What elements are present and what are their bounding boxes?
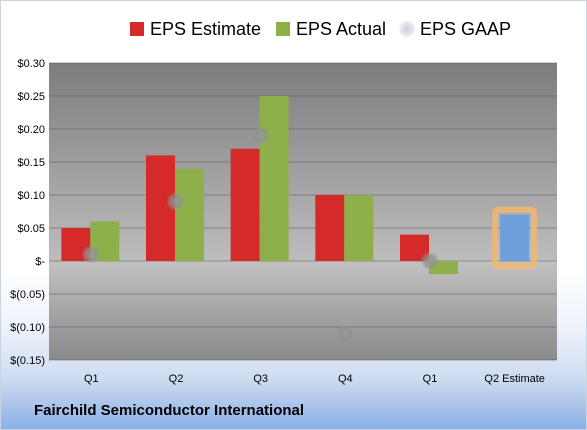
- y-tick-label: $(0.15): [10, 355, 45, 367]
- y-tick-label: $0.20: [17, 124, 45, 136]
- x-tick-label: Q3: [253, 373, 268, 385]
- bar-eps-estimate: [315, 195, 345, 261]
- legend-swatch: [276, 22, 290, 36]
- bars: [61, 96, 538, 275]
- y-tick-label: $0.15: [17, 157, 45, 169]
- x-tick-label: Q2 Estimate: [484, 373, 545, 385]
- estimate-bar-highlight: [492, 206, 538, 270]
- gaap-point: [251, 126, 270, 145]
- grid-lines: [49, 62, 557, 361]
- x-axis-labels: Q1 Q2 Q3 Q4 Q1 Q2 Estimate: [84, 373, 545, 385]
- gaap-point: [167, 192, 185, 211]
- gaap-point: [336, 324, 355, 343]
- legend: EPS Estimate EPS Actual EPS GAAP: [130, 19, 511, 39]
- bar-eps-actual: [344, 195, 374, 261]
- y-tick-label: $(0.05): [10, 289, 45, 301]
- legend-label: EPS GAAP: [420, 19, 511, 39]
- gaap-point: [82, 245, 101, 264]
- legend-label: EPS Actual: [296, 19, 386, 39]
- legend-label: EPS Estimate: [150, 19, 261, 39]
- plot-background-negative: [49, 261, 557, 360]
- y-tick-label: $0.30: [17, 58, 45, 70]
- x-tick-label: Q1: [423, 373, 438, 385]
- gaap-points: [82, 126, 439, 343]
- x-tick-label: Q2: [169, 373, 184, 385]
- y-axis-labels: $0.30 $0.25 $0.20 $0.15 $0.10 $0.05 $- $(0.05) $…: [10, 58, 45, 367]
- legend-swatch: [399, 21, 415, 37]
- legend-swatch: [130, 22, 144, 36]
- y-tick-label: $0.25: [17, 91, 45, 103]
- gaap-point: [421, 252, 439, 270]
- bar-eps-actual: [259, 96, 289, 261]
- x-tick-label: Q1: [84, 373, 99, 385]
- y-tick-label: $0.10: [17, 190, 45, 202]
- bar-eps-actual: [175, 168, 204, 261]
- bar-eps-estimate: [230, 148, 260, 261]
- plot-background: [49, 63, 557, 360]
- y-tick-label: $-: [35, 256, 45, 268]
- x-tick-label: Q4: [338, 373, 353, 385]
- bar-q2-estimate: [500, 214, 530, 261]
- y-tick-label: $(0.10): [10, 322, 45, 334]
- y-tick-label: $0.05: [17, 223, 45, 235]
- company-name: Fairchild Semiconductor International: [34, 402, 305, 419]
